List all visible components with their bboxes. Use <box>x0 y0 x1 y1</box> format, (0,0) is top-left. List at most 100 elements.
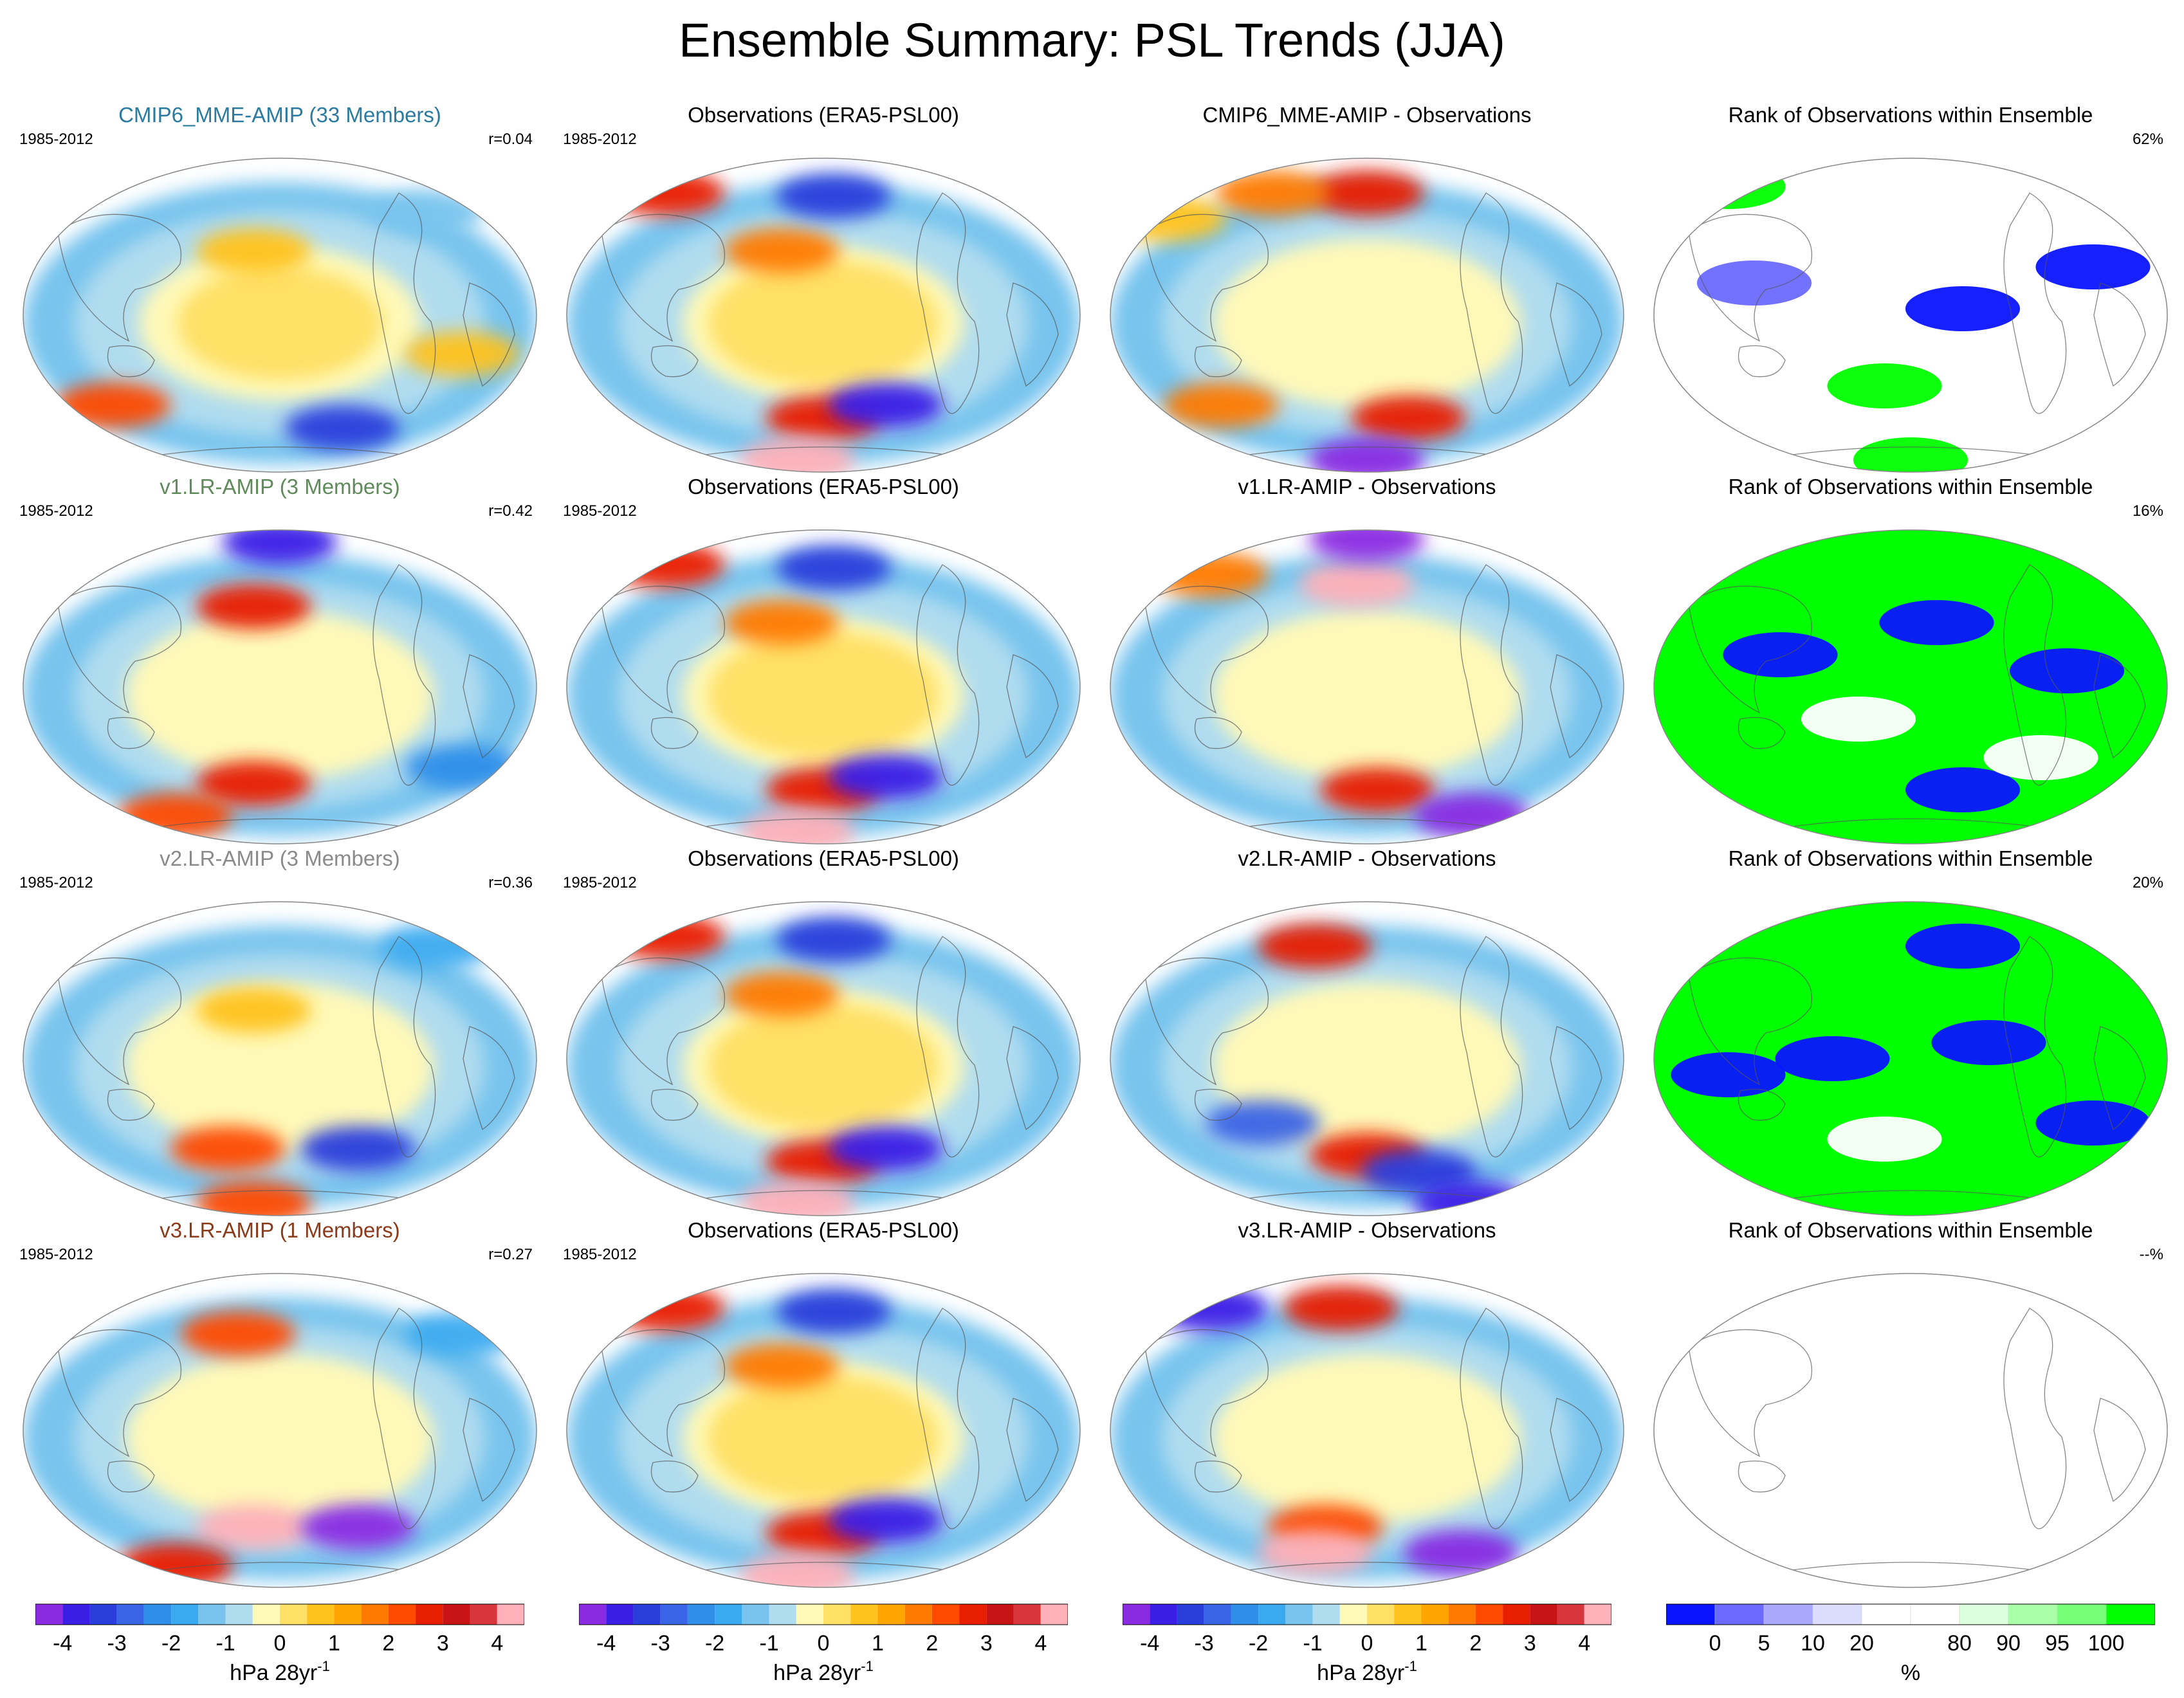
colorbar-swatch <box>443 1604 470 1625</box>
map-anomaly <box>1413 793 1529 838</box>
period-label: 1985-2012 <box>19 502 93 520</box>
map-model-row1 <box>23 158 537 473</box>
colorbar-tick-label: 0 <box>274 1631 286 1656</box>
africa-outline <box>2093 1398 2146 1502</box>
map-diff-row3 <box>1110 901 1624 1216</box>
map-anomaly <box>724 1344 840 1389</box>
colorbar-tick-label: 100 <box>2088 1631 2125 1656</box>
coastlines <box>57 564 515 829</box>
africa-outline <box>463 654 515 759</box>
map-field <box>23 530 537 838</box>
panel-title: Rank of Observations within Ensemble <box>1728 1218 2093 1242</box>
map-anomaly <box>609 914 725 959</box>
map-diff-row1 <box>1110 158 1624 473</box>
globe-border <box>1653 529 2168 844</box>
colorbar-frame <box>579 1603 1068 1625</box>
australia-outline <box>1194 1460 1242 1493</box>
map-anomaly <box>609 1286 725 1331</box>
colorbar-trend-2: -4 -3 -2 -1 0 1 2 3 4 hPa 28yr-1 <box>579 1602 1068 1692</box>
map-obs-row3 <box>566 901 1081 1216</box>
australia-outline <box>1194 1088 1242 1121</box>
colorbar-swatch <box>89 1604 117 1625</box>
colorbar-swatch <box>1204 1604 1231 1625</box>
units-superscript: -1 <box>317 1658 330 1674</box>
globe-border <box>1653 158 2168 473</box>
colorbar-tick-label: 80 <box>1947 1631 1972 1656</box>
panel-rank-row4: Rank of Observations within Ensemble --% <box>1637 1218 2184 1590</box>
period-label: 1985-2012 <box>563 874 637 891</box>
colorbar-swatch <box>1812 1603 1862 1625</box>
antarctica-outline <box>1234 1562 1506 1573</box>
australia-outline <box>1738 345 1786 378</box>
map-rank-row1 <box>1653 158 2168 473</box>
map-anomaly <box>118 1543 234 1587</box>
map-anomaly <box>55 383 170 428</box>
colorbar-tick-label: 5 <box>1758 1631 1770 1656</box>
colorbar-tick-label: 3 <box>980 1631 993 1656</box>
colorbar-tick-label: -2 <box>705 1631 724 1656</box>
africa-outline <box>1550 1026 1602 1131</box>
map-anomaly <box>300 1126 416 1171</box>
panel-obs-row1: Observations (ERA5-PSL00) 1985-2012 <box>550 103 1097 475</box>
colorbar-tick-label: 4 <box>491 1631 503 1656</box>
map-anomaly <box>829 1498 944 1543</box>
colorbar-tick-label: 0 <box>1361 1631 1373 1656</box>
coastlines <box>1688 936 2146 1201</box>
map-anomaly <box>1320 767 1435 812</box>
coastlines <box>1144 564 1602 829</box>
panel-model-row1: CMIP6_MME-AMIP (33 Members) 1985-2012 r=… <box>6 103 553 475</box>
colorbar-swatch <box>904 1604 932 1625</box>
globe-border <box>23 158 537 473</box>
map-model-row2 <box>23 529 537 844</box>
asia-outline <box>601 1329 725 1457</box>
antarctica-outline <box>147 1562 419 1573</box>
map-anomaly <box>1827 363 1942 408</box>
coastlines <box>1688 1308 2146 1573</box>
map-field <box>23 1297 537 1587</box>
globe-border <box>566 158 1081 473</box>
colorbar-tick-label: 10 <box>1801 1631 1825 1656</box>
map-field <box>567 1286 1080 1587</box>
globe-border <box>1110 1273 1624 1588</box>
africa-outline <box>1006 654 1059 759</box>
map-model-row3 <box>23 901 537 1216</box>
globe-border <box>1653 1273 2168 1588</box>
colorbar-swatch <box>715 1604 742 1625</box>
colorbar-units: hPa 28yr-1 <box>230 1658 330 1685</box>
antarctica-outline <box>147 1190 419 1201</box>
americas-outline <box>916 564 980 786</box>
australia-outline <box>1194 717 1242 749</box>
colorbar-swatch <box>1503 1604 1530 1625</box>
map-field <box>23 924 537 1216</box>
map-rank-row2 <box>1653 529 2168 844</box>
map-anomaly <box>829 754 944 799</box>
map-anomaly <box>1257 1530 1373 1575</box>
rank-percent: 16% <box>2132 502 2163 520</box>
coastlines <box>57 192 515 457</box>
colorbar-swatch <box>1959 1603 2009 1625</box>
asia-outline <box>57 957 181 1086</box>
colorbar-tick-label: 95 <box>2045 1631 2069 1656</box>
panel-title: Observations (ERA5-PSL00) <box>688 1218 959 1242</box>
antarctica-outline <box>1234 1190 1506 1201</box>
globe-border <box>23 1273 537 1588</box>
map-anomaly <box>170 1126 286 1171</box>
colorbar-tick-label: 0 <box>1709 1631 1721 1656</box>
map-band <box>125 610 434 780</box>
africa-outline <box>463 1026 515 1131</box>
africa-outline <box>2093 1026 2146 1131</box>
colorbar-tick-label: -4 <box>596 1631 616 1656</box>
coastlines <box>1144 192 1602 457</box>
africa-outline <box>1550 282 1602 387</box>
colorbar-frame <box>1123 1603 1611 1625</box>
map-field <box>1654 902 2167 1216</box>
colorbar-swatch <box>62 1604 90 1625</box>
map-obs-row2 <box>566 529 1081 844</box>
colorbar-tick-label: -3 <box>107 1631 127 1656</box>
colorbar-swatch <box>1666 1603 1716 1625</box>
map-band <box>125 981 434 1152</box>
map-band <box>708 631 939 759</box>
africa-outline <box>1550 654 1602 759</box>
correlation-label: r=0.42 <box>488 502 533 520</box>
colorbar-swatch <box>1714 1603 1765 1625</box>
